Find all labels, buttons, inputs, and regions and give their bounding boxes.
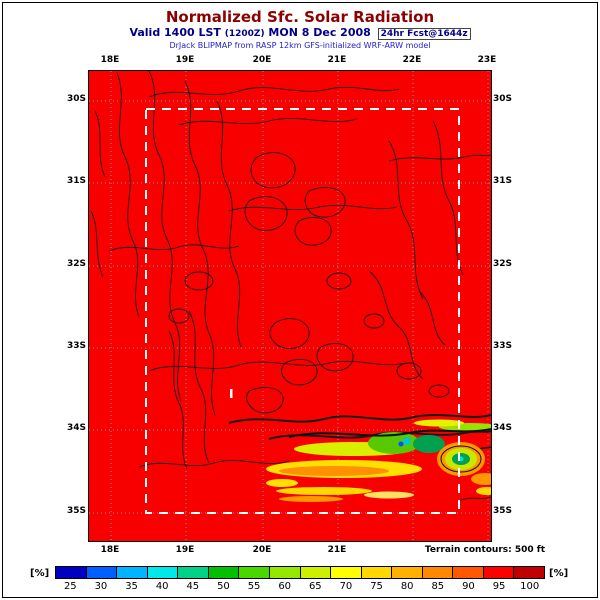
cloud-streaks bbox=[266, 419, 491, 502]
terrain-contour-note: Terrain contours: 500 ft bbox=[424, 545, 545, 555]
site-marker bbox=[230, 389, 233, 398]
map-plot bbox=[88, 70, 492, 542]
lat-label-right: 35S bbox=[493, 506, 513, 516]
lon-label-top: 18E bbox=[100, 55, 120, 65]
colorbar-segment bbox=[361, 567, 393, 578]
colorbar-segment bbox=[453, 567, 484, 578]
colorbar-segment bbox=[178, 567, 209, 578]
colorbar-segment bbox=[239, 567, 270, 578]
lat-label-left: 35S bbox=[66, 506, 86, 516]
lat-label-right: 31S bbox=[493, 176, 513, 186]
colorbar-tick-label: 55 bbox=[247, 581, 261, 592]
colorbar-segment bbox=[86, 567, 118, 578]
colorbar-segment bbox=[117, 567, 148, 578]
lat-label-left: 33S bbox=[66, 341, 86, 351]
colorbar-segment bbox=[514, 567, 544, 578]
colorbar-segment bbox=[392, 567, 423, 578]
forecast-tag: 24hr Fcst@1644z bbox=[377, 28, 471, 40]
colorbar-segment bbox=[208, 567, 240, 578]
colorbar-segment bbox=[300, 567, 332, 578]
lon-label-bottom: 21E bbox=[327, 545, 347, 555]
lon-label-top: 19E bbox=[175, 55, 195, 65]
colorbar-tick-label: 90 bbox=[462, 581, 475, 592]
colorbar-unit-left: [%] bbox=[30, 568, 50, 579]
colorbar-tick-label: 45 bbox=[186, 581, 200, 592]
lon-label-bottom: 20E bbox=[252, 545, 272, 555]
colorbar-tick-label: 95 bbox=[492, 581, 506, 592]
colorbar-segment bbox=[483, 567, 515, 578]
lon-label-bottom: 18E bbox=[100, 545, 120, 555]
colorbar-segment bbox=[422, 567, 454, 578]
valid-zulu-time: (1200Z) bbox=[224, 29, 265, 39]
colorbar-tick-label: 70 bbox=[339, 581, 353, 592]
colorbar-tick-label: 85 bbox=[431, 581, 445, 592]
colorbar-unit-right: [%] bbox=[549, 568, 569, 579]
lon-label-top: 22E bbox=[402, 55, 422, 65]
lat-label-left: 30S bbox=[66, 94, 86, 104]
lat-label-right: 32S bbox=[493, 259, 513, 269]
model-attribution: DrJack BLIPMAP from RASP 12km GFS-initia… bbox=[169, 41, 431, 50]
colorbar-segment bbox=[331, 567, 362, 578]
colorbar-labels: 25 30 35 40 45 50 55 60 65 70 75 80 85 90 95 100 bbox=[55, 581, 545, 592]
model-domain-box bbox=[145, 108, 460, 514]
colorbar-tick-label: 75 bbox=[370, 581, 383, 592]
lat-label-left: 34S bbox=[66, 423, 86, 433]
colorbar-tick-label: 50 bbox=[217, 581, 230, 592]
page-title: Normalized Sfc. Solar Radiation bbox=[165, 8, 435, 26]
lat-label-left: 32S bbox=[66, 259, 86, 269]
colorbar-tick-label: 35 bbox=[125, 581, 138, 592]
colorbar-tick-label: 60 bbox=[278, 581, 292, 592]
lat-label-right: 30S bbox=[493, 94, 513, 104]
colorbar-tick-label: 25 bbox=[63, 581, 77, 592]
map-canvas bbox=[89, 71, 491, 541]
colorbar-tick-label: 30 bbox=[94, 581, 108, 592]
colorbar-tick-label: 80 bbox=[400, 581, 414, 592]
colorbar-tick-label: 40 bbox=[155, 581, 169, 592]
colorbar-segment bbox=[147, 567, 179, 578]
lon-label-top: 20E bbox=[252, 55, 272, 65]
lon-label-bottom: 19E bbox=[175, 545, 195, 555]
colorbar-segment bbox=[269, 567, 301, 578]
valid-time: Valid 1400 LST bbox=[129, 26, 221, 39]
lon-label-top: 23E bbox=[477, 55, 497, 65]
colorbar-segments bbox=[55, 566, 545, 579]
colorbar-segment bbox=[56, 567, 87, 578]
lat-label-right: 34S bbox=[493, 423, 513, 433]
valid-time-line: Valid 1400 LST (1200Z) MON 8 Dec 2008 24… bbox=[0, 26, 600, 40]
colorbar-tick-label: 65 bbox=[308, 581, 322, 592]
lat-label-right: 33S bbox=[493, 341, 513, 351]
valid-date: MON 8 Dec 2008 bbox=[268, 26, 371, 39]
lon-label-top: 21E bbox=[327, 55, 347, 65]
colorbar-tick-label: 100 bbox=[520, 581, 540, 592]
lat-label-left: 31S bbox=[66, 176, 86, 186]
